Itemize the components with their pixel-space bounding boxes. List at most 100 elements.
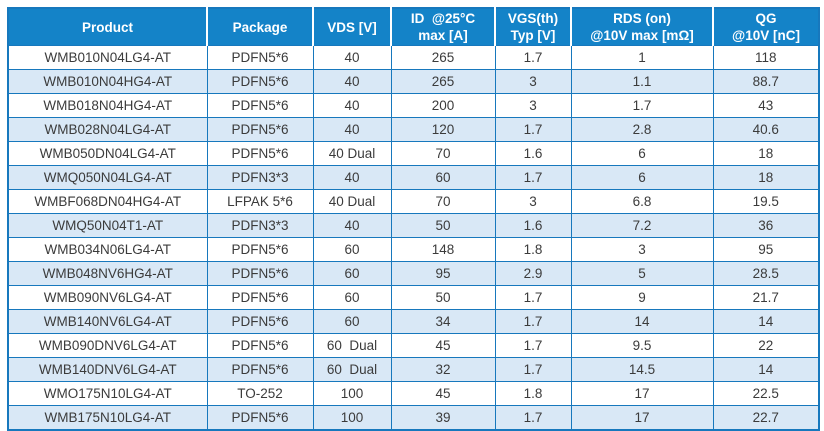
cell-rds-on: 17: [570, 381, 714, 406]
cell-id-max: 120: [390, 117, 496, 142]
cell-vgs-th: 1.7: [494, 165, 572, 190]
cell-product: WMB140DNV6LG4-AT: [7, 357, 208, 382]
cell-package: PDFN3*3: [206, 213, 314, 238]
cell-qg: 28.5: [712, 261, 820, 286]
cell-id-max: 50: [390, 213, 496, 238]
cell-vds: 40: [312, 165, 392, 190]
column-header-line1: RDS (on): [613, 11, 671, 26]
cell-vgs-th: 1.7: [494, 357, 572, 382]
cell-product: WMB028N04LG4-AT: [7, 117, 208, 142]
cell-package: PDFN5*6: [206, 405, 314, 431]
cell-package: PDFN5*6: [206, 69, 314, 94]
cell-qg: 14: [712, 357, 820, 382]
cell-package: PDFN5*6: [206, 117, 314, 142]
table-row: WMB048NV6HG4-AT PDFN5*6 60 95 2.9 5 28.5: [7, 261, 820, 286]
cell-vds: 100: [312, 381, 392, 406]
cell-vds: 40: [312, 45, 392, 70]
column-header-line2: max [A]: [418, 28, 468, 43]
cell-id-max: 50: [390, 285, 496, 310]
cell-vds: 60 Dual: [312, 357, 392, 382]
cell-qg: 88.7: [712, 69, 820, 94]
cell-qg: 36: [712, 213, 820, 238]
cell-package: PDFN5*6: [206, 357, 314, 382]
cell-qg: 95: [712, 237, 820, 262]
cell-vds: 60: [312, 309, 392, 334]
cell-rds-on: 3: [570, 237, 714, 262]
cell-id-max: 70: [390, 189, 496, 214]
cell-qg: 43: [712, 93, 820, 118]
table-header: Product Package VDS [V] ID @25°C max [A] VGS(…: [8, 8, 819, 46]
cell-vgs-th: 2.9: [494, 261, 572, 286]
cell-id-max: 45: [390, 333, 496, 358]
cell-package: PDFN5*6: [206, 141, 314, 166]
cell-vds: 60: [312, 261, 392, 286]
cell-id-max: 95: [390, 261, 496, 286]
cell-id-max: 265: [390, 45, 496, 70]
header-row: Product Package VDS [V] ID @25°C max [A] VGS(…: [8, 8, 819, 46]
cell-vgs-th: 3: [494, 189, 572, 214]
cell-vgs-th: 1.7: [494, 117, 572, 142]
cell-qg: 22.7: [712, 405, 820, 431]
cell-vds: 40: [312, 93, 392, 118]
cell-vgs-th: 1.7: [494, 285, 572, 310]
cell-rds-on: 1.1: [570, 69, 714, 94]
cell-rds-on: 1: [570, 45, 714, 70]
column-header-line1: QG: [755, 11, 777, 26]
table-row: WMB175N10LG4-AT PDFN5*6 100 39 1.7 17 22.7: [7, 405, 820, 431]
cell-rds-on: 7.2: [570, 213, 714, 238]
cell-id-max: 70: [390, 141, 496, 166]
column-header-vds: VDS [V]: [312, 8, 391, 46]
cell-product: WMQ50N04T1-AT: [7, 213, 208, 238]
cell-id-max: 32: [390, 357, 496, 382]
cell-package: TO-252: [206, 381, 314, 406]
cell-vds: 60 Dual: [312, 333, 392, 358]
cell-qg: 18: [712, 141, 820, 166]
cell-vgs-th: 1.7: [494, 405, 572, 431]
table-row: WMB090NV6LG4-AT PDFN5*6 60 50 1.7 9 21.7: [7, 285, 820, 310]
cell-product: WMQ050N04LG4-AT: [7, 165, 208, 190]
column-header-rds-on: RDS (on) @10V max [mΩ]: [570, 8, 713, 46]
cell-qg: 22.5: [712, 381, 820, 406]
cell-vgs-th: 1.8: [494, 237, 572, 262]
table-row: WMB028N04LG4-AT PDFN5*6 40 120 1.7 2.8 40.6: [7, 117, 820, 142]
cell-vgs-th: 1.6: [494, 213, 572, 238]
column-header-line2: @10V [nC]: [732, 28, 800, 43]
cell-vgs-th: 1.7: [494, 333, 572, 358]
cell-rds-on: 5: [570, 261, 714, 286]
cell-id-max: 60: [390, 165, 496, 190]
table-row: WMBF068DN04HG4-AT LFPAK 5*6 40 Dual 70 3 6.8 1…: [7, 189, 820, 214]
column-header-line1: ID @25°C: [410, 11, 476, 26]
datasheet-page: Product Package VDS [V] ID @25°C max [A] VGS(…: [0, 7, 824, 431]
cell-product: WMO175N10LG4-AT: [7, 381, 208, 406]
cell-id-max: 265: [390, 69, 496, 94]
cell-product: WMB018N04HG4-AT: [7, 93, 208, 118]
cell-product: WMB090DNV6LG4-AT: [7, 333, 208, 358]
column-header-line1: VDS [V]: [327, 19, 377, 35]
column-header-line1: Product: [81, 19, 133, 35]
cell-vds: 100: [312, 405, 392, 431]
cell-id-max: 34: [390, 309, 496, 334]
table-row: WMO175N10LG4-AT TO-252 100 45 1.8 17 22.5: [7, 381, 820, 406]
cell-vgs-th: 1.6: [494, 141, 572, 166]
table-row: WMB050DN04LG4-AT PDFN5*6 40 Dual 70 1.6 6 18: [7, 141, 820, 166]
cell-rds-on: 2.8: [570, 117, 714, 142]
cell-id-max: 39: [390, 405, 496, 431]
cell-id-max: 45: [390, 381, 496, 406]
cell-qg: 18: [712, 165, 820, 190]
table-row: WMB010N04HG4-AT PDFN5*6 40 265 3 1.1 88.7: [7, 69, 820, 94]
table-row: WMB018N04HG4-AT PDFN5*6 40 200 3 1.7 43: [7, 93, 820, 118]
cell-package: PDFN5*6: [206, 309, 314, 334]
column-header-line2: @10V max [mΩ]: [590, 28, 694, 43]
cell-vds: 40: [312, 213, 392, 238]
cell-product: WMB034N06LG4-AT: [7, 237, 208, 262]
cell-qg: 21.7: [712, 285, 820, 310]
column-header-line2: Typ [V]: [510, 28, 556, 43]
cell-product: WMBF068DN04HG4-AT: [7, 189, 208, 214]
table-body: WMB010N04LG4-AT PDFN5*6 40 265 1.7 1 118 WMB010…: [7, 45, 820, 431]
cell-product: WMB090NV6LG4-AT: [7, 285, 208, 310]
cell-package: PDFN5*6: [206, 285, 314, 310]
column-header-line1: Package: [232, 19, 288, 35]
cell-qg: 19.5: [712, 189, 820, 214]
cell-qg: 22: [712, 333, 820, 358]
table-row: WMB140DNV6LG4-AT PDFN5*6 60 Dual 32 1.7 14.5 1…: [7, 357, 820, 382]
